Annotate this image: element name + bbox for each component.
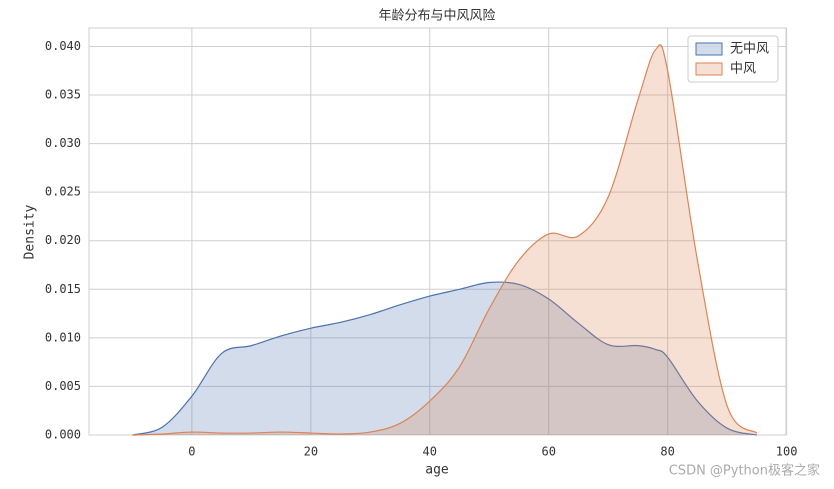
x-tick-label: 60 bbox=[541, 445, 555, 459]
y-axis-label: Density bbox=[23, 204, 38, 259]
x-tick-label: 20 bbox=[304, 445, 318, 459]
y-tick-label: 0.015 bbox=[45, 282, 81, 296]
y-tick-label: 0.025 bbox=[45, 185, 81, 199]
legend-box bbox=[687, 35, 779, 83]
legend-swatch bbox=[695, 62, 723, 76]
legend-label: 无中风 bbox=[730, 42, 769, 57]
y-tick-label: 0.000 bbox=[45, 428, 81, 442]
y-tick-label: 0.010 bbox=[45, 330, 81, 344]
plot-border bbox=[88, 27, 787, 436]
x-tick-label: 40 bbox=[423, 445, 437, 459]
y-tick-label: 0.035 bbox=[45, 88, 81, 102]
watermark: CSDN @Python极客之家 bbox=[669, 463, 820, 479]
x-tick-label: 0 bbox=[188, 445, 195, 459]
x-axis-label: age bbox=[425, 463, 449, 478]
density-area bbox=[132, 282, 757, 435]
density-line bbox=[132, 281, 757, 436]
x-tick-label: 80 bbox=[660, 445, 674, 459]
x-tick-label: 100 bbox=[776, 445, 798, 459]
chart-title: 年龄分布与中风风险 bbox=[378, 9, 495, 24]
y-tick-label: 0.040 bbox=[45, 39, 81, 53]
y-tick-label: 0.005 bbox=[45, 379, 81, 393]
density-line bbox=[132, 44, 758, 436]
y-tick-label: 0.020 bbox=[45, 233, 81, 247]
legend-label: 中风 bbox=[730, 62, 756, 77]
density-area bbox=[132, 44, 757, 436]
y-tick-label: 0.030 bbox=[45, 136, 81, 150]
legend-swatch bbox=[695, 42, 723, 56]
